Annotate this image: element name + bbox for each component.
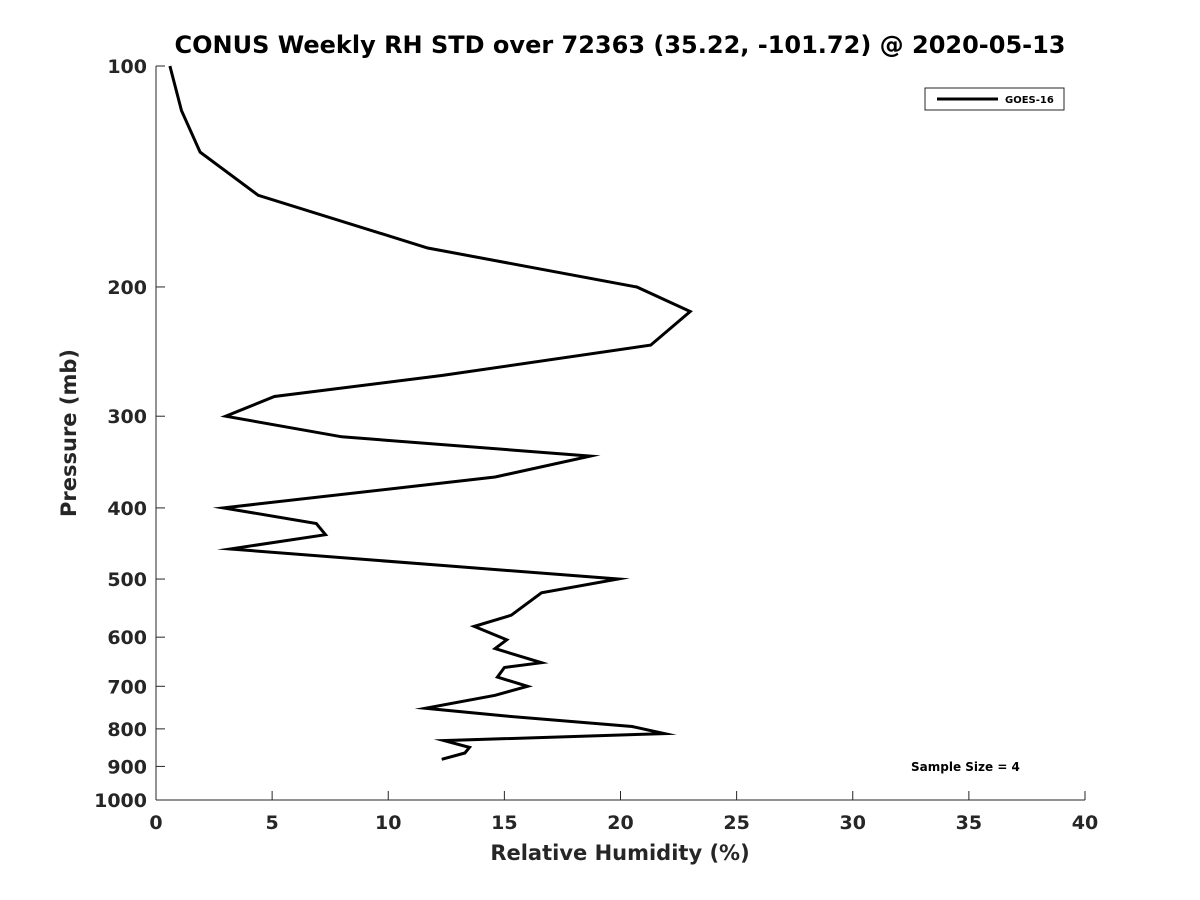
legend: GOES-16 bbox=[924, 87, 1065, 111]
y-tick-label: 800 bbox=[107, 719, 147, 741]
y-tick-label: 300 bbox=[107, 406, 147, 428]
x-tick-label: 5 bbox=[266, 812, 279, 834]
x-tick-label: 40 bbox=[1072, 812, 1098, 834]
x-tick-label: 35 bbox=[956, 812, 982, 834]
y-tick-label: 1000 bbox=[94, 790, 147, 812]
series-layer bbox=[168, 65, 693, 761]
y-tick-label: 700 bbox=[107, 676, 147, 698]
x-axis-label: Relative Humidity (%) bbox=[490, 841, 749, 865]
y-axis-label: Pressure (mb) bbox=[57, 349, 81, 517]
x-tick-label: 25 bbox=[723, 812, 749, 834]
x-tick-label: 10 bbox=[375, 812, 401, 834]
y-tick-label: 200 bbox=[107, 277, 147, 299]
x-tick-label: 0 bbox=[149, 812, 162, 834]
y-tick-label: 600 bbox=[107, 627, 147, 649]
y-tick-label: 400 bbox=[107, 498, 147, 520]
x-tick-label: 15 bbox=[491, 812, 517, 834]
legend-label-goes-16: GOES-16 bbox=[1005, 95, 1054, 106]
x-tick-label: 30 bbox=[840, 812, 866, 834]
y-tick-label: 100 bbox=[107, 56, 147, 78]
series-line-goes-16 bbox=[168, 65, 693, 761]
x-tick-label: 20 bbox=[607, 812, 633, 834]
y-ticks: 100 200 300 400 500 600 700 800 900 1000 bbox=[94, 56, 165, 812]
sample-size-annotation: Sample Size = 4 bbox=[911, 760, 1020, 774]
chart-title: CONUS Weekly RH STD over 72363 (35.22, -… bbox=[174, 31, 1065, 59]
x-ticks: 0 5 10 15 20 25 30 35 40 bbox=[149, 791, 1098, 834]
y-tick-label: 500 bbox=[107, 569, 147, 591]
y-tick-label: 900 bbox=[107, 756, 147, 778]
